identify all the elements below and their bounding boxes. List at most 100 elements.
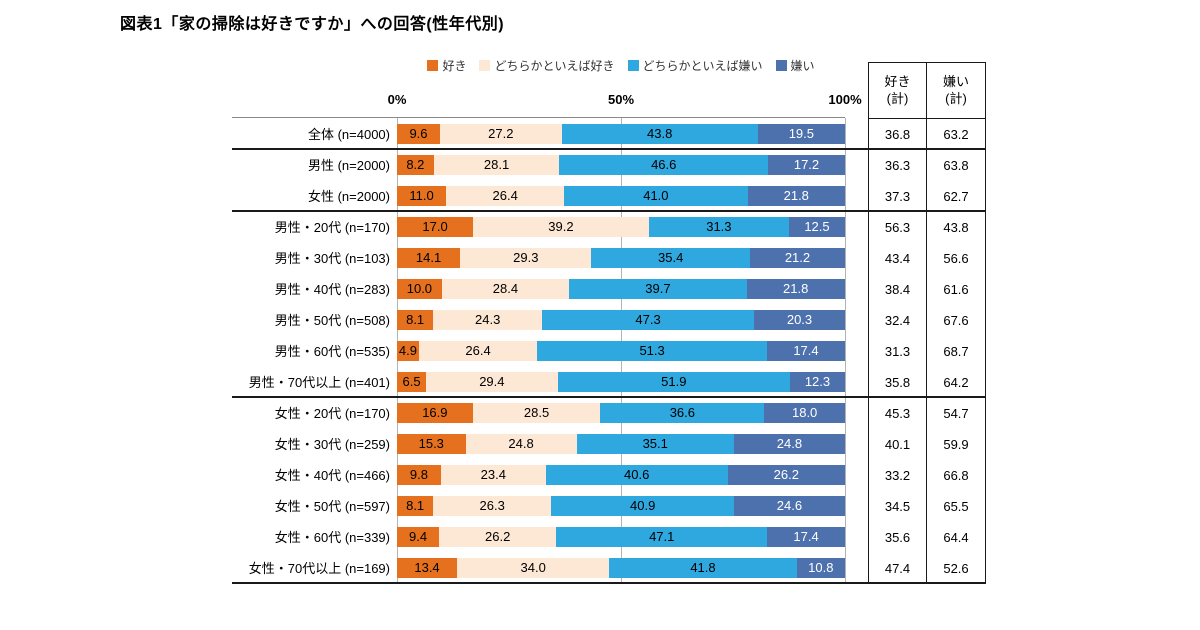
axis-tick-100: 100% bbox=[828, 92, 862, 107]
chart-row: 男性・20代 (n=170) 17.0 39.2 31.3 12.5 bbox=[232, 211, 845, 242]
stacked-bar: 11.0 26.4 41.0 21.8 bbox=[397, 185, 845, 206]
bar-segment-like: 16.9 bbox=[397, 402, 473, 423]
chart-row: 女性・50代 (n=597) 8.1 26.3 40.9 24.6 bbox=[232, 490, 845, 521]
summary-dislike-total: 54.7 bbox=[943, 406, 969, 421]
stacked-bar: 16.9 28.5 36.6 18.0 bbox=[397, 402, 845, 423]
bar-segment-somewhat-like-value: 27.2 bbox=[488, 126, 514, 141]
summary-like-total: 36.3 bbox=[869, 150, 927, 181]
bar-segment-somewhat-dislike: 47.1 bbox=[556, 526, 768, 547]
bar-segment-dislike-value: 21.2 bbox=[784, 250, 811, 265]
chart-rows: 全体 (n=4000) 9.6 27.2 43.8 19.5 男性 (n=200… bbox=[232, 118, 845, 583]
bar-segment-somewhat-like: 39.2 bbox=[473, 216, 649, 237]
summary-row: 33.2 66.8 bbox=[869, 460, 985, 491]
summary-like-total: 40.1 bbox=[869, 429, 927, 460]
legend-item: 嫌い bbox=[775, 57, 815, 74]
bar-segment-somewhat-like-value: 28.4 bbox=[492, 281, 519, 296]
bar-segment-dislike: 18.0 bbox=[764, 402, 845, 423]
bar-segment-somewhat-like-value: 26.2 bbox=[485, 529, 511, 544]
bar-segment-somewhat-dislike-value: 43.8 bbox=[647, 126, 673, 141]
summary-like-total: 38.4 bbox=[869, 274, 927, 305]
group-separator bbox=[232, 210, 986, 212]
chart-row: 全体 (n=4000) 9.6 27.2 43.8 19.5 bbox=[232, 118, 845, 149]
stacked-bar: 17.0 39.2 31.3 12.5 bbox=[397, 216, 845, 237]
row-label: 男性・20代 (n=170) bbox=[274, 220, 390, 235]
bar-segment-dislike-value: 26.2 bbox=[773, 467, 799, 482]
bar-segment-like-value: 4.9 bbox=[398, 343, 417, 358]
bar-segment-somewhat-dislike-value: 39.7 bbox=[645, 281, 671, 296]
summary-header-like: 好き (計) bbox=[869, 63, 927, 118]
summary-like-total: 35.8 bbox=[869, 367, 927, 398]
legend-label: どちらかといえば嫌い bbox=[642, 59, 763, 73]
summary-row: 36.8 63.2 bbox=[869, 119, 985, 150]
bar-segment-somewhat-dislike: 40.9 bbox=[551, 495, 735, 516]
bar-segment-like: 6.5 bbox=[397, 371, 427, 392]
row-label: 女性・60代 (n=339) bbox=[274, 530, 390, 545]
summary-dislike-total: 64.4 bbox=[943, 530, 969, 545]
summary-row: 38.4 61.6 bbox=[869, 274, 985, 305]
legend-swatch-icon bbox=[427, 60, 439, 71]
row-label: 女性 (n=2000) bbox=[307, 189, 390, 204]
bar-segment-like: 10.0 bbox=[397, 278, 442, 299]
bar-segment-dislike: 24.6 bbox=[734, 495, 845, 516]
summary-like-total: 43.4 bbox=[869, 243, 927, 274]
bar-segment-somewhat-dislike-value: 31.3 bbox=[706, 219, 732, 234]
summary-table: 好き (計) 嫌い (計) 36.8 63.2 36.3 63.8 37.3 6… bbox=[868, 62, 986, 584]
legend-swatch-icon bbox=[627, 60, 639, 71]
legend-swatch-icon bbox=[775, 60, 787, 71]
bar-segment-somewhat-dislike: 41.8 bbox=[609, 557, 797, 578]
summary-like-total: 32.4 bbox=[869, 305, 927, 336]
bar-segment-dislike-value: 12.3 bbox=[804, 374, 831, 389]
summary-dislike-total: 61.6 bbox=[943, 282, 969, 297]
chart-title: 図表1「家の掃除は好きですか」への回答(性年代別) bbox=[120, 16, 505, 33]
bar-segment-dislike: 17.2 bbox=[768, 154, 845, 175]
summary-row: 34.5 65.5 bbox=[869, 491, 985, 522]
bar-segment-dislike-value: 10.8 bbox=[808, 560, 834, 575]
bar-segment-dislike-value: 17.4 bbox=[793, 343, 819, 358]
bar-segment-dislike-value: 17.2 bbox=[793, 157, 820, 172]
summary-dislike-total: 43.8 bbox=[943, 220, 969, 235]
bar-segment-like: 11.0 bbox=[397, 185, 447, 206]
stacked-bar: 6.5 29.4 51.9 12.3 bbox=[397, 371, 845, 392]
summary-dislike-total: 64.2 bbox=[943, 375, 969, 390]
bar-segment-somewhat-like-value: 24.3 bbox=[475, 312, 501, 327]
summary-like-total: 34.5 bbox=[869, 491, 927, 522]
chart-row: 女性・40代 (n=466) 9.8 23.4 40.6 26.2 bbox=[232, 459, 845, 490]
bar-segment-somewhat-dislike: 35.1 bbox=[576, 433, 734, 454]
bar-segment-dislike: 10.8 bbox=[796, 557, 845, 578]
bar-segment-like-value: 11.0 bbox=[409, 188, 434, 203]
row-label: 男性・60代 (n=535) bbox=[274, 344, 390, 359]
chart-row: 女性・20代 (n=170) 16.9 28.5 36.6 18.0 bbox=[232, 397, 845, 428]
stacked-bar: 10.0 28.4 39.7 21.8 bbox=[397, 278, 845, 299]
bar-segment-somewhat-like: 34.0 bbox=[457, 557, 610, 578]
bar-segment-like: 9.6 bbox=[397, 123, 440, 144]
bar-segment-dislike-value: 20.3 bbox=[786, 312, 813, 327]
bar-segment-like-value: 6.5 bbox=[402, 374, 421, 389]
legend: 好き どちらかといえば好き どちらかといえば嫌い 嫌い bbox=[397, 57, 845, 74]
bar-segment-dislike: 21.2 bbox=[749, 247, 845, 268]
group-separator bbox=[232, 582, 986, 584]
summary-dislike-total: 52.6 bbox=[943, 561, 969, 576]
summary-header-like-line2: (計) bbox=[886, 90, 909, 106]
row-label: 男性・40代 (n=283) bbox=[274, 282, 390, 297]
summary-row: 45.3 54.7 bbox=[869, 398, 985, 429]
bar-segment-somewhat-dislike-value: 35.4 bbox=[658, 250, 684, 265]
bar-segment-somewhat-dislike: 40.6 bbox=[545, 464, 728, 485]
bar-segment-somewhat-like-value: 39.2 bbox=[548, 219, 574, 234]
summary-like-total: 37.3 bbox=[869, 181, 927, 212]
row-label: 男性 (n=2000) bbox=[307, 158, 390, 173]
summary-like-total: 56.3 bbox=[869, 212, 927, 243]
bar-segment-like-value: 8.1 bbox=[406, 498, 425, 513]
legend-label: 好き bbox=[442, 59, 467, 73]
summary-like-total: 45.3 bbox=[869, 398, 927, 429]
row-label: 女性・20代 (n=170) bbox=[274, 406, 390, 421]
summary-dislike-total: 63.8 bbox=[943, 158, 969, 173]
bar-segment-somewhat-like: 24.3 bbox=[433, 309, 543, 330]
bar-segment-like-value: 13.4 bbox=[414, 560, 440, 575]
bar-segment-dislike-value: 17.4 bbox=[793, 529, 819, 544]
bar-segment-somewhat-like-value: 34.0 bbox=[520, 560, 546, 575]
bar-segment-like: 4.9 bbox=[397, 340, 419, 361]
summary-dislike-total: 67.6 bbox=[943, 313, 969, 328]
row-label: 全体 (n=4000) bbox=[307, 127, 390, 142]
bar-segment-somewhat-like-value: 23.4 bbox=[480, 467, 506, 482]
